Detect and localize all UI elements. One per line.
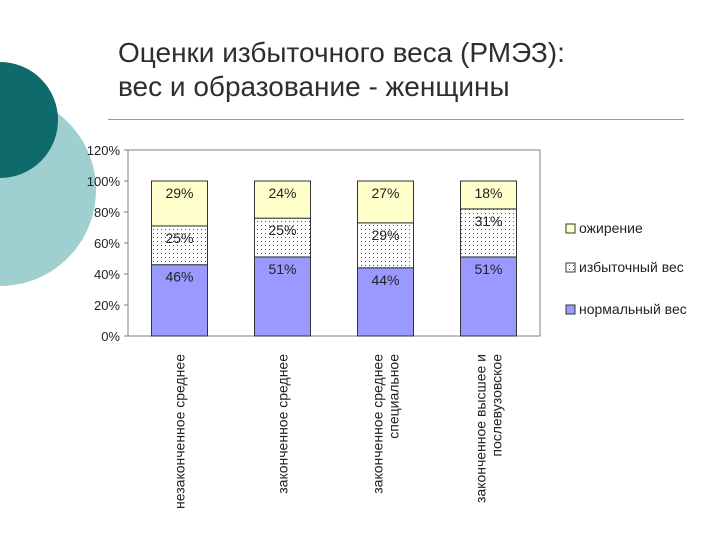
bar-value-label: 31% bbox=[474, 213, 502, 229]
bar-value-label: 51% bbox=[474, 261, 502, 277]
x-tick-label-line: специальное bbox=[386, 354, 402, 439]
x-tick-label-line: законченное высшее и bbox=[473, 354, 489, 503]
bar-value-label: 46% bbox=[165, 269, 193, 285]
title-divider bbox=[108, 119, 684, 120]
bar-value-label: 29% bbox=[371, 227, 399, 243]
bar-segment bbox=[460, 208, 517, 258]
x-tick-label-line: послевузовское bbox=[489, 354, 505, 457]
title-line-2: вес и образование - женщины bbox=[118, 71, 510, 102]
y-tick-label: 40% bbox=[94, 267, 120, 282]
legend-swatch bbox=[565, 304, 576, 315]
y-tick-label: 60% bbox=[94, 236, 120, 251]
title-line-1: Оценки избыточного веса (РМЭЗ): bbox=[118, 37, 565, 68]
x-tick-label-line: законченное среднее bbox=[370, 354, 386, 494]
x-tick-label: незаконченное среднее bbox=[172, 354, 188, 509]
x-tick-label-line: законченное среднее bbox=[275, 354, 291, 494]
legend-swatch bbox=[565, 223, 576, 234]
bar-value-label: 25% bbox=[268, 222, 296, 238]
y-tick-label: 80% bbox=[94, 205, 120, 220]
bar-segment bbox=[254, 256, 311, 337]
bar-segment bbox=[254, 180, 311, 219]
bar-value-label: 27% bbox=[371, 185, 399, 201]
legend-label: нормальный вес bbox=[579, 301, 687, 317]
y-tick-label: 100% bbox=[87, 174, 121, 189]
bar-segment bbox=[357, 267, 414, 337]
x-tick-label: законченное высшее и послевузовское bbox=[473, 354, 505, 503]
bar-segment bbox=[151, 180, 208, 227]
dark-teal-circle bbox=[0, 62, 58, 178]
bar-value-label: 44% bbox=[371, 272, 399, 288]
x-tick-label: законченное среднее специальное bbox=[370, 354, 402, 494]
x-tick-label: законченное среднее bbox=[275, 354, 291, 494]
bar-segment bbox=[460, 180, 517, 210]
slide-title: Оценки избыточного веса (РМЭЗ): вес и об… bbox=[118, 36, 698, 104]
x-tick-label-line: незаконченное среднее bbox=[172, 354, 188, 509]
legend-swatch bbox=[565, 262, 576, 273]
bar-value-label: 51% bbox=[268, 261, 296, 277]
bar-value-label: 29% bbox=[165, 185, 193, 201]
bar-segment bbox=[460, 256, 517, 337]
bars-group: 46% 25% 29% 51% 25% 24% 44% 29% 27% 51% 31% 18% bbox=[151, 180, 517, 337]
y-axis: 0% 20% 40% 60% 80% 100% 120% bbox=[87, 143, 128, 344]
bar-segment bbox=[357, 180, 414, 224]
bar-value-label: 18% bbox=[474, 185, 502, 201]
legend: ожирение избыточный вес нормальный вес bbox=[565, 220, 687, 317]
bar-value-label: 25% bbox=[165, 230, 193, 246]
legend-label: ожирение bbox=[579, 220, 643, 236]
legend-label: избыточный вес bbox=[579, 259, 684, 275]
y-tick-label: 120% bbox=[87, 143, 121, 158]
y-tick-label: 0% bbox=[101, 329, 120, 344]
bar-value-label: 24% bbox=[268, 185, 296, 201]
y-tick-label: 20% bbox=[94, 298, 120, 313]
bar-segment bbox=[254, 217, 311, 258]
x-axis-labels: незаконченное среднее законченное среднее… bbox=[172, 354, 505, 509]
